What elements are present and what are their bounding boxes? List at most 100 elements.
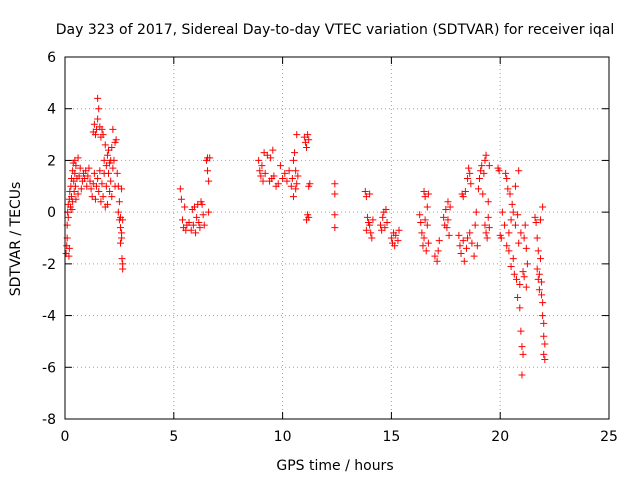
data-point-marker xyxy=(72,162,80,170)
data-point-marker xyxy=(285,167,293,175)
data-point-marker xyxy=(419,242,427,250)
data-point-marker xyxy=(259,177,267,185)
data-point-marker xyxy=(274,180,282,188)
data-point-marker xyxy=(466,169,474,177)
data-point-marker xyxy=(101,141,109,149)
data-point-marker xyxy=(87,185,95,193)
data-point-marker xyxy=(457,250,465,258)
data-point-marker xyxy=(516,304,524,312)
data-point-marker xyxy=(106,187,114,195)
data-point-marker xyxy=(482,151,490,159)
data-point-marker xyxy=(464,234,472,242)
data-point-marker xyxy=(519,350,527,358)
data-point-marker xyxy=(485,224,493,232)
data-point-marker xyxy=(107,177,115,185)
data-point-marker xyxy=(480,169,488,177)
data-point-marker xyxy=(391,242,399,250)
data-point-marker xyxy=(91,195,99,203)
data-point-marker xyxy=(294,172,302,180)
data-point-marker xyxy=(283,177,291,185)
data-point-marker xyxy=(518,371,526,379)
axis-ticks: 0 5 10 15 20 25 -8 -6 -4 -2 0 2 4 6 xyxy=(42,50,618,445)
data-point-marker xyxy=(416,211,424,219)
data-point-marker xyxy=(541,356,549,364)
data-point-marker xyxy=(473,242,481,250)
data-point-marker xyxy=(110,156,118,164)
data-point-marker xyxy=(485,162,493,170)
data-point-marker xyxy=(116,239,124,247)
data-point-marker xyxy=(362,226,370,234)
x-tick-label: 0 xyxy=(61,429,70,445)
data-point-marker xyxy=(84,172,92,180)
y-tick-label: 0 xyxy=(47,205,56,221)
data-point-marker xyxy=(305,213,313,221)
x-axis-label: GPS time / hours xyxy=(276,458,393,474)
y-tick-label: -2 xyxy=(42,257,56,273)
data-point-marker xyxy=(206,154,214,162)
data-point-marker xyxy=(522,244,530,252)
data-point-marker xyxy=(115,198,123,206)
data-point-marker xyxy=(539,312,547,320)
data-point-marker xyxy=(109,125,117,133)
chart-title: Day 323 of 2017, Sidereal Day-to-day VTE… xyxy=(56,22,614,38)
data-point-marker xyxy=(431,252,439,260)
y-tick-label: 2 xyxy=(47,153,56,169)
data-point-marker xyxy=(421,216,429,224)
data-point-marker xyxy=(474,185,482,193)
data-point-marker xyxy=(501,221,509,229)
data-point-marker xyxy=(522,283,530,291)
data-point-marker xyxy=(257,172,265,180)
data-point-marker xyxy=(517,229,525,237)
data-point-marker xyxy=(541,340,549,348)
x-tick-label: 25 xyxy=(600,429,618,445)
data-point-marker xyxy=(112,136,120,144)
data-point-marker xyxy=(503,242,511,250)
data-point-marker xyxy=(366,190,374,198)
data-point-marker xyxy=(94,175,102,183)
data-point-marker xyxy=(476,175,484,183)
data-point-marker xyxy=(538,278,546,286)
data-point-marker xyxy=(267,154,275,162)
data-point-marker xyxy=(74,154,82,162)
data-point-marker xyxy=(511,221,519,229)
data-point-marker xyxy=(261,169,269,177)
data-point-marker xyxy=(65,252,73,260)
data-point-marker xyxy=(71,169,79,177)
data-point-marker xyxy=(507,216,515,224)
data-point-marker xyxy=(177,195,185,203)
data-point-marker xyxy=(484,213,492,221)
y-tick-label: -6 xyxy=(42,360,56,376)
data-point-marker xyxy=(205,208,213,216)
data-point-marker xyxy=(468,239,476,247)
data-point-marker xyxy=(289,193,297,201)
data-point-marker xyxy=(459,237,467,245)
data-point-marker xyxy=(515,239,523,247)
data-point-marker xyxy=(279,175,287,183)
data-point-marker xyxy=(498,208,506,216)
data-point-marker xyxy=(187,226,195,234)
data-point-marker xyxy=(455,231,463,239)
data-point-marker xyxy=(504,185,512,193)
data-point-marker xyxy=(483,234,491,242)
data-point-marker xyxy=(200,221,208,229)
data-point-marker xyxy=(68,193,76,201)
data-point-marker xyxy=(445,231,453,239)
data-point-marker xyxy=(464,175,472,183)
data-point-marker xyxy=(472,208,480,216)
data-point-marker xyxy=(387,234,395,242)
data-point-marker xyxy=(287,182,295,190)
data-point-marker xyxy=(521,221,529,229)
data-point-marker xyxy=(513,275,521,283)
data-point-marker xyxy=(64,213,72,221)
data-point-marker xyxy=(497,234,505,242)
data-point-marker xyxy=(256,167,264,175)
data-point-marker xyxy=(255,156,263,164)
data-point-marker xyxy=(534,247,542,255)
data-point-marker xyxy=(98,125,106,133)
data-point-marker xyxy=(367,229,375,237)
data-point-marker xyxy=(540,319,548,327)
data-point-marker xyxy=(381,224,389,232)
data-point-marker xyxy=(508,200,516,208)
data-point-marker xyxy=(478,162,486,170)
